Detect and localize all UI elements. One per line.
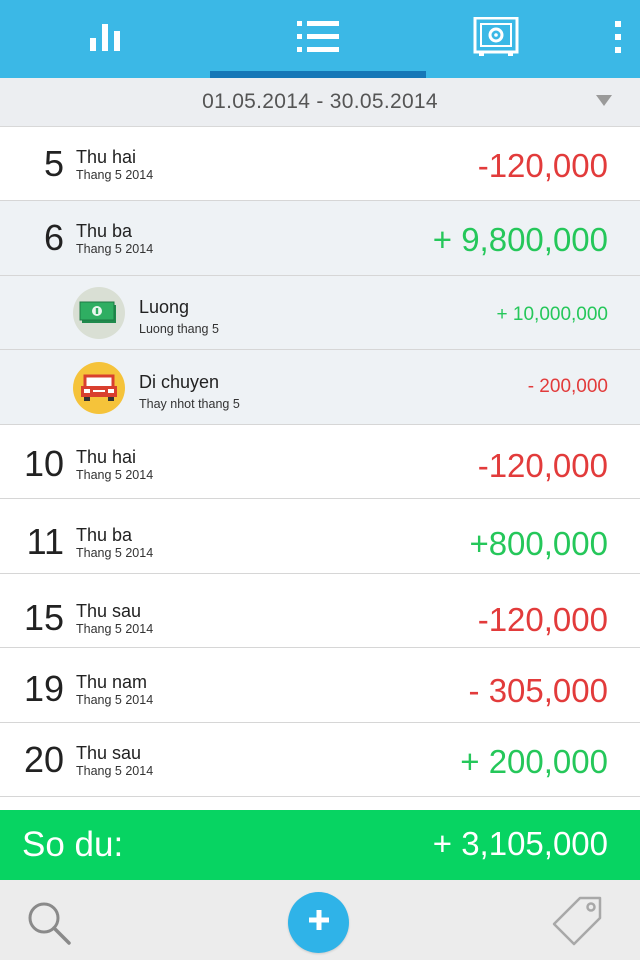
top-tab-bar: [0, 0, 640, 78]
overflow-menu-button[interactable]: [596, 0, 640, 78]
transaction-note: Thay nhot thang 5: [139, 397, 240, 411]
plus-icon: [308, 909, 330, 936]
month-label: Thang 5 2014: [76, 764, 154, 778]
day-number: 15: [23, 597, 64, 638]
weekday-label: Thu hai: [76, 147, 137, 167]
selected-tab-indicator: [210, 71, 426, 78]
day-row[interactable]: 19 Thu nam Thang 5 2014 - 305,000: [0, 648, 640, 723]
weekday-label: Thu ba: [76, 221, 133, 241]
day-row[interactable]: 20 Thu sau Thang 5 2014 + 200,000: [0, 723, 640, 797]
month-label: Thang 5 2014: [76, 693, 154, 707]
transaction-item[interactable]: Luong Luong thang 5 + 10,000,000: [0, 276, 640, 350]
weekday-label: Thu ba: [76, 525, 133, 545]
day-number: 5: [43, 143, 64, 184]
day-amount: + 200,000: [460, 743, 608, 780]
tab-safe[interactable]: [426, 0, 566, 78]
bottom-toolbar: [0, 880, 640, 960]
category-title: Di chuyen: [139, 372, 220, 392]
tab-list[interactable]: [210, 0, 426, 78]
balance-label: So du:: [22, 825, 124, 864]
car-icon: [73, 362, 125, 414]
day-number: 20: [23, 739, 64, 780]
money-icon: [73, 287, 125, 339]
day-row[interactable]: 10 Thu hai Thang 5 2014 -120,000: [0, 425, 640, 499]
month-label: Thang 5 2014: [76, 622, 154, 636]
weekday-label: Thu hai: [76, 447, 137, 467]
day-amount: -120,000: [477, 601, 608, 638]
weekday-label: Thu sau: [76, 743, 142, 763]
month-label: Thang 5 2014: [76, 468, 154, 482]
day-amount: -120,000: [477, 147, 608, 184]
day-row[interactable]: 15 Thu sau Thang 5 2014 -120,000: [0, 574, 640, 648]
month-label: Thang 5 2014: [76, 546, 154, 560]
day-amount: +800,000: [469, 525, 608, 562]
transaction-amount: + 10,000,000: [496, 304, 608, 325]
day-row[interactable]: 6 Thu ba Thang 5 2014 + 9,800,000: [0, 201, 640, 276]
category-title: Luong: [139, 297, 190, 317]
day-row[interactable]: 11 Thu ba Thang 5 2014 +800,000: [0, 499, 640, 574]
transaction-amount: - 200,000: [527, 376, 608, 397]
day-number: 11: [26, 521, 64, 562]
day-number: 6: [43, 217, 64, 258]
day-amount: - 305,000: [468, 672, 608, 709]
day-row[interactable]: 5 Thu hai Thang 5 2014 -120,000: [0, 127, 640, 201]
month-label: Thang 5 2014: [76, 242, 154, 256]
balance-bar: So du: + 3,105,000: [0, 810, 640, 880]
day-number: 10: [23, 443, 64, 484]
weekday-label: Thu nam: [76, 672, 148, 692]
weekday-label: Thu sau: [76, 601, 142, 621]
bar-chart-icon: [88, 22, 122, 57]
transaction-item[interactable]: Di chuyen Thay nhot thang 5 - 200,000: [0, 350, 640, 425]
tag-icon[interactable]: [552, 894, 604, 951]
safe-icon: [473, 16, 519, 62]
tab-chart[interactable]: [0, 0, 210, 78]
list-icon: [296, 19, 340, 60]
balance-value: + 3,105,000: [432, 825, 608, 862]
search-icon[interactable]: [26, 900, 72, 951]
day-number: 19: [23, 668, 64, 709]
date-range-label: 01.05.2014 - 30.05.2014: [202, 90, 438, 113]
day-amount: + 9,800,000: [432, 221, 608, 258]
day-amount: -120,000: [477, 447, 608, 484]
month-label: Thang 5 2014: [76, 168, 154, 182]
date-range-selector[interactable]: 01.05.2014 - 30.05.2014: [0, 78, 640, 127]
add-transaction-button[interactable]: [288, 892, 349, 953]
dropdown-arrow-icon: [596, 95, 612, 106]
transaction-note: Luong thang 5: [139, 322, 219, 336]
more-vertical-icon: [614, 20, 622, 59]
